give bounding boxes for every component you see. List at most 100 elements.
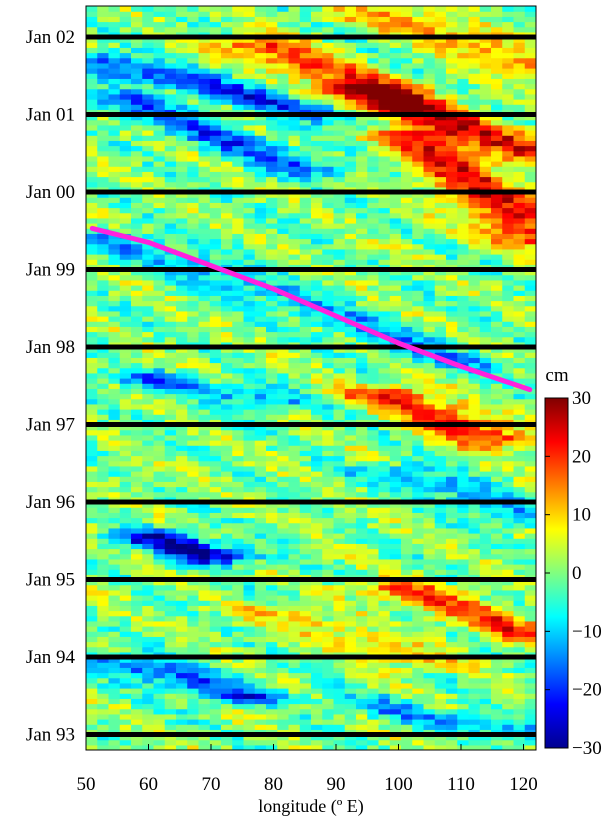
heatmap-cell [266, 202, 278, 209]
heatmap-cell [221, 595, 233, 601]
heatmap-cell [344, 486, 357, 493]
heatmap-cell [243, 569, 256, 575]
heatmap-cell [131, 114, 143, 121]
heatmap-cell [367, 605, 380, 612]
heatmap-cell [513, 310, 526, 317]
heatmap-cell [367, 378, 380, 384]
heatmap-cell [142, 207, 155, 214]
heatmap-cell [356, 279, 368, 286]
heatmap-cell [344, 481, 357, 488]
heatmap-cell [97, 481, 110, 488]
heatmap-cell [254, 543, 267, 550]
heatmap-cell [322, 398, 335, 405]
heatmap-cell [86, 217, 98, 224]
heatmap-cell [288, 243, 301, 250]
heatmap-cell [524, 398, 536, 405]
heatmap-cell [142, 677, 155, 684]
heatmap-cell [344, 719, 357, 725]
heatmap-cell [491, 569, 503, 575]
heatmap-cell [277, 414, 290, 420]
heatmap-cell [401, 512, 413, 519]
heatmap-cell [176, 502, 188, 508]
heatmap-cell [142, 476, 155, 482]
heatmap-cell [86, 243, 98, 250]
heatmap-cell [412, 202, 425, 209]
heatmap-cell [288, 378, 301, 384]
heatmap-cell [266, 538, 278, 544]
heatmap-cell [446, 682, 458, 689]
heatmap-cell [108, 646, 121, 653]
heatmap-cell [524, 362, 536, 369]
heatmap-cell [401, 662, 413, 668]
heatmap-cell [468, 347, 481, 353]
heatmap-cell [524, 719, 536, 725]
heatmap-cell [412, 393, 425, 400]
heatmap-cell [479, 352, 492, 358]
heatmap-cell [446, 548, 458, 555]
heatmap-cell [367, 367, 380, 374]
heatmap-cell [187, 589, 200, 596]
heatmap-cell [446, 620, 458, 627]
heatmap-cell [344, 434, 357, 441]
heatmap-cell [254, 181, 267, 188]
heatmap-cell [513, 486, 526, 493]
heatmap-cell [86, 285, 98, 291]
heatmap-cell [243, 161, 256, 167]
heatmap-cell [254, 512, 267, 519]
heatmap-cell [97, 254, 110, 260]
heatmap-cell [86, 248, 98, 255]
heatmap-cell [401, 589, 413, 596]
heatmap-cell [423, 331, 436, 338]
heatmap-cell [209, 403, 222, 410]
heatmap-cell [119, 362, 132, 369]
heatmap-cell [243, 719, 256, 725]
heatmap-cell [153, 589, 166, 596]
heatmap-cell [502, 703, 515, 710]
heatmap-cell [277, 161, 290, 167]
heatmap-cell [311, 316, 323, 322]
heatmap-cell [434, 104, 447, 110]
heatmap-cell [221, 161, 233, 167]
heatmap-cell [423, 543, 436, 550]
heatmap-cell [502, 646, 515, 653]
heatmap-cell [254, 476, 267, 482]
heatmap-cell [389, 744, 402, 750]
heatmap-cell [232, 362, 245, 369]
heatmap-cell [266, 589, 278, 596]
heatmap-cell [209, 290, 222, 296]
heatmap-cell [389, 677, 402, 684]
heatmap-cell [322, 527, 335, 534]
heatmap-cell [389, 589, 402, 596]
heatmap-cell [389, 192, 402, 198]
heatmap-cell [119, 130, 132, 136]
heatmap-cell [277, 393, 290, 400]
heatmap-cell [446, 367, 458, 374]
heatmap-cell [344, 393, 357, 400]
heatmap-cell [266, 300, 278, 307]
heatmap-cell [491, 677, 503, 684]
heatmap-cell [491, 135, 503, 141]
heatmap-cell [434, 316, 447, 322]
heatmap-cell [198, 326, 211, 333]
heatmap-cell [423, 285, 436, 291]
heatmap-cell [367, 522, 380, 529]
heatmap-cell [266, 662, 278, 668]
heatmap-cell [389, 285, 402, 291]
heatmap-cell [344, 662, 357, 668]
heatmap-cell [491, 491, 503, 498]
heatmap-cell [243, 300, 256, 307]
heatmap-cell [457, 486, 470, 493]
heatmap-cell [356, 259, 368, 265]
heatmap-cell [389, 166, 402, 172]
heatmap-cell [288, 326, 301, 333]
heatmap-cell [131, 140, 143, 147]
heatmap-cell [232, 724, 245, 730]
heatmap-cell [254, 383, 267, 389]
heatmap-cell [198, 734, 211, 741]
heatmap-cell [412, 150, 425, 157]
heatmap-cell [266, 698, 278, 705]
heatmap-cell [491, 331, 503, 338]
heatmap-cell [401, 440, 413, 446]
heatmap-cell [389, 579, 402, 586]
heatmap-cell [86, 414, 98, 420]
